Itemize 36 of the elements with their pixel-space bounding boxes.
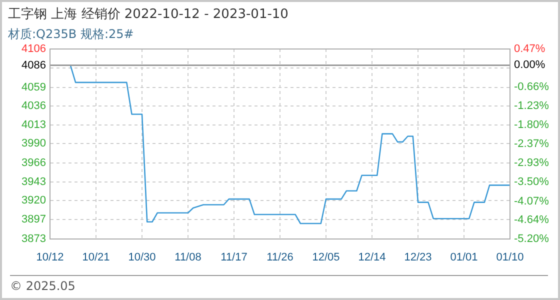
y-tick-label: 3873	[22, 233, 46, 246]
text: © 2025.05	[10, 279, 76, 293]
x-tick-label: 11/08	[174, 252, 202, 264]
y2-tick-label: -1.80%	[514, 119, 550, 132]
x-tick-label: 11/17	[220, 252, 248, 264]
y2-tick-label: -2.93%	[514, 157, 550, 170]
x-tick-label: 11/26	[266, 252, 294, 264]
x-tick-label: 12/05	[312, 252, 340, 264]
ref-line-label: 4086	[22, 59, 46, 72]
y2-tick-label: -4.64%	[514, 214, 550, 226]
chart-subtitle: 材质:Q235B 规格:25#	[8, 26, 134, 43]
y2-tick-label: -4.07%	[514, 195, 550, 208]
chart-title: 工字钢 上海 经销价 2022-10-12 - 2023-01-10	[8, 6, 288, 23]
y2-tick-label: -2.37%	[514, 138, 550, 150]
y-tick-label: 3943	[22, 176, 46, 188]
x-tick-label: 12/23	[404, 252, 432, 264]
y-tick-label: 3920	[22, 194, 46, 207]
x-tick-label: 12/14	[358, 252, 386, 264]
y-tick-label: 3966	[22, 157, 46, 170]
y2-tick-label: -1.23%	[514, 100, 550, 112]
y-tick-label: 4106	[22, 43, 46, 56]
x-tick-label: 01/10	[496, 252, 524, 264]
y-tick-label: 3990	[22, 138, 46, 150]
y-tick-label: 4036	[22, 100, 46, 112]
y-tick-label: 4013	[22, 118, 46, 131]
y2-tick-label: 0.47%	[514, 43, 546, 56]
y-tick-label: 3897	[22, 213, 46, 226]
y2-tick-label: -3.50%	[514, 176, 550, 188]
y-tick-label: 4059	[22, 81, 46, 94]
y2-tick-label: 0.00%	[514, 58, 546, 71]
y2-tick-label: -0.66%	[514, 80, 550, 93]
y2-tick-label: -5.20%	[514, 233, 550, 246]
x-tick-label: 10/21	[82, 252, 110, 264]
x-tick-label: 01/01	[450, 252, 478, 264]
x-tick-label: 10/12	[36, 252, 64, 264]
x-tick-label: 10/30	[128, 252, 156, 264]
